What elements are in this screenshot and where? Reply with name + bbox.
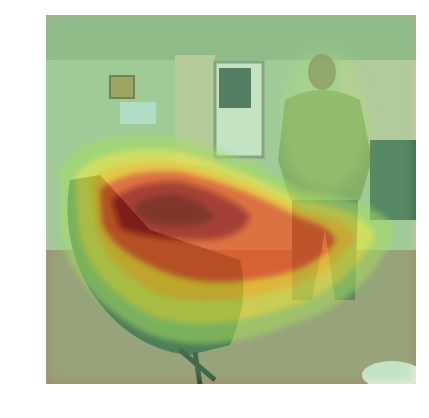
heat-person (280, 50, 370, 190)
heat-core (135, 194, 215, 227)
photo (46, 15, 416, 384)
heatmap (46, 15, 416, 384)
